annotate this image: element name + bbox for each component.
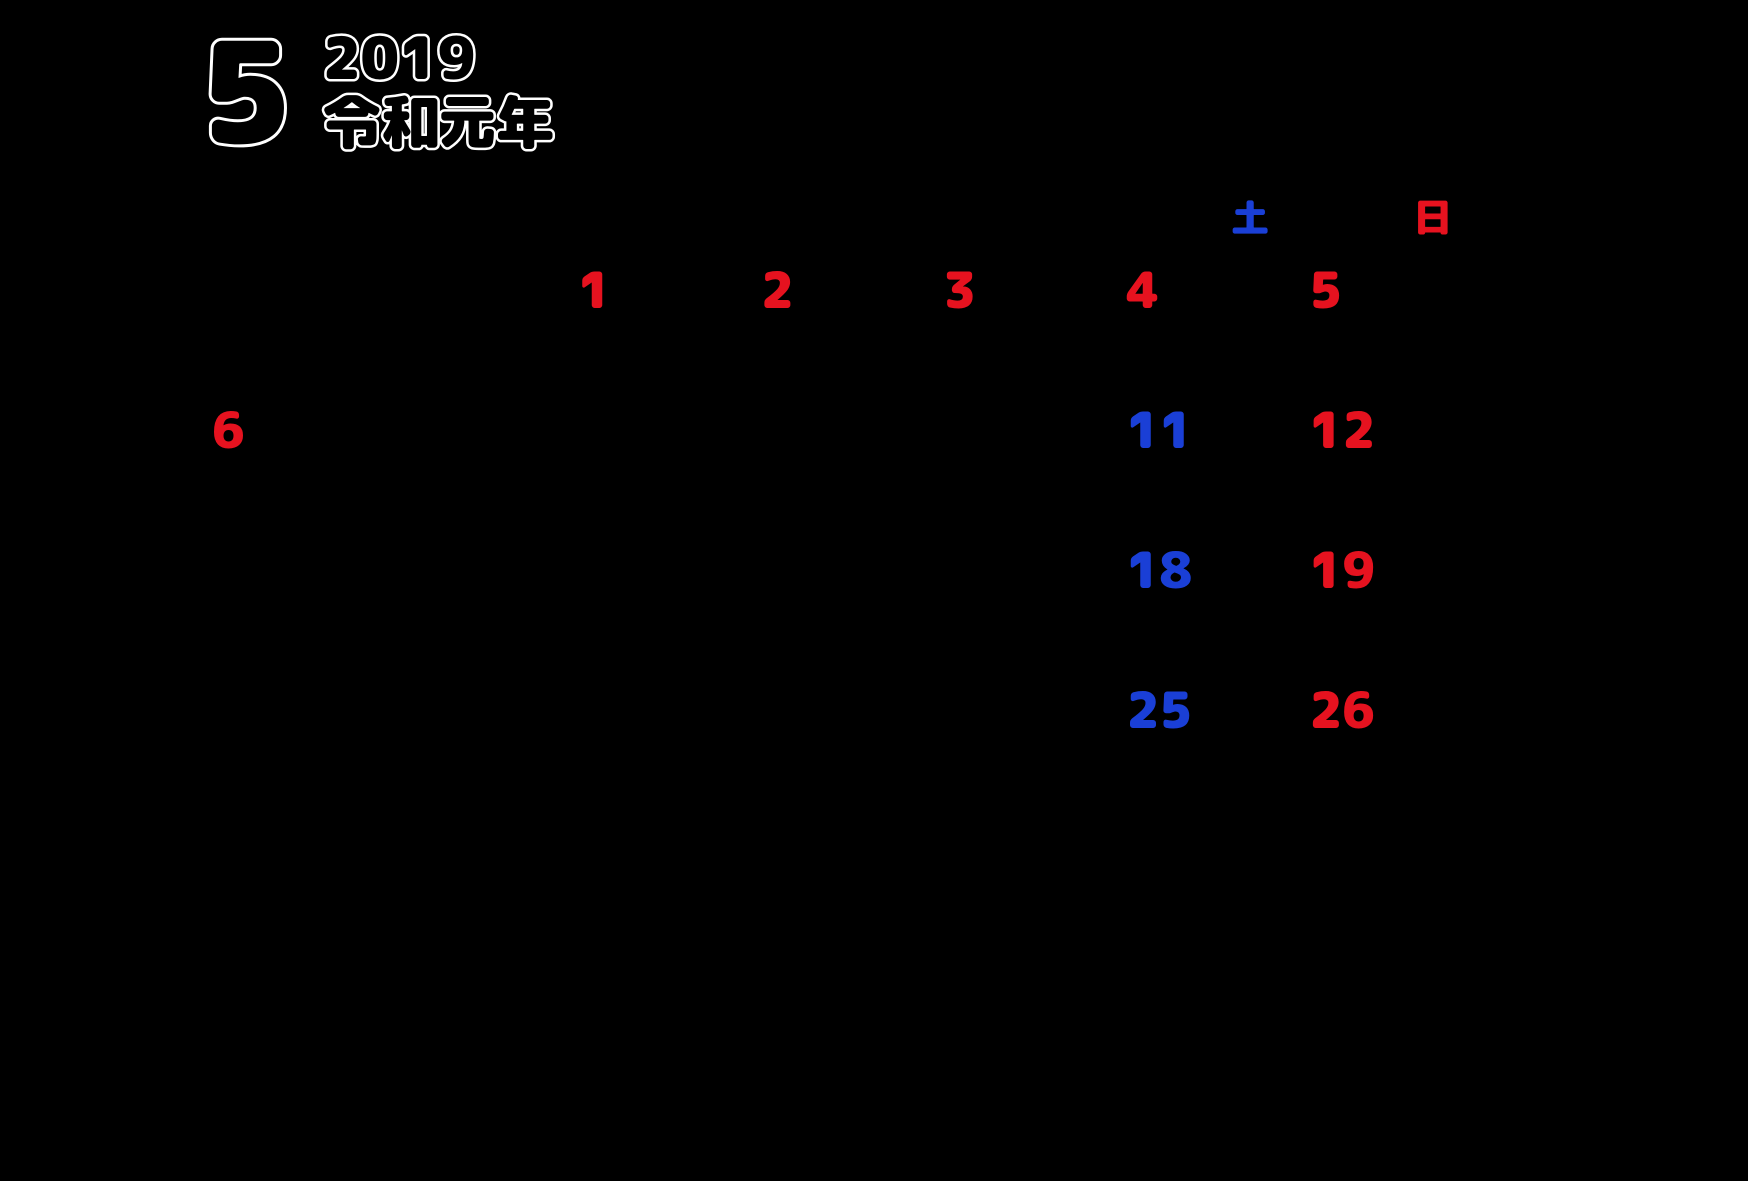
day-cell: 17 [931, 536, 1114, 676]
day-cell: 8 [566, 396, 749, 536]
day-cell: 21 [383, 676, 566, 816]
weekday-wed: 水 [566, 190, 749, 246]
day-cell: 29 [566, 816, 749, 956]
month-number: 5 [200, 20, 292, 160]
weekday-mon: 月 [200, 190, 383, 246]
day-cell: 14 [383, 536, 566, 676]
day-cell: 5 [1297, 256, 1480, 396]
weekday-row: 月 火 水 木 金 土 日 [200, 190, 1480, 246]
day-cell: 13 [200, 536, 383, 676]
day-cell: 19 [1297, 536, 1480, 676]
day-cell [200, 256, 383, 396]
day-cell: 31 [931, 816, 1114, 956]
weekday-tue: 火 [383, 190, 566, 246]
day-cell: 1 [566, 256, 749, 396]
calendar: 5 2019 令和元年 月 火 水 木 金 土 日 12345678910111… [200, 20, 1500, 956]
day-cell: 11 [1114, 396, 1297, 536]
weekday-thu: 木 [749, 190, 932, 246]
day-cell: 25 [1114, 676, 1297, 816]
day-cell: 15 [566, 536, 749, 676]
day-cell: 4 [1114, 256, 1297, 396]
year-era-block: 2019 令和元年 [322, 26, 554, 154]
era-text: 令和元年 [322, 90, 554, 154]
day-cell: 23 [749, 676, 932, 816]
day-cell: 18 [1114, 536, 1297, 676]
day-cell [1297, 816, 1480, 956]
day-cell: 28 [383, 816, 566, 956]
day-cell: 3 [931, 256, 1114, 396]
day-cell: 12 [1297, 396, 1480, 536]
day-cell: 24 [931, 676, 1114, 816]
calendar-header: 5 2019 令和元年 [200, 20, 1500, 160]
day-cell: 6 [200, 396, 383, 536]
day-cell: 26 [1297, 676, 1480, 816]
day-cell: 10 [931, 396, 1114, 536]
day-cell: 20 [200, 676, 383, 816]
day-cell: 30 [749, 816, 932, 956]
day-cell: 9 [749, 396, 932, 536]
weekday-fri: 金 [931, 190, 1114, 246]
day-cell: 16 [749, 536, 932, 676]
calendar-grid: 1234567891011121314151617181920212223242… [200, 256, 1480, 956]
day-cell: 22 [566, 676, 749, 816]
day-cell: 7 [383, 396, 566, 536]
weekday-sun: 日 [1297, 190, 1480, 246]
day-cell: 2 [749, 256, 932, 396]
weekday-sat: 土 [1114, 190, 1297, 246]
day-cell [1114, 816, 1297, 956]
day-cell: 27 [200, 816, 383, 956]
day-cell [383, 256, 566, 396]
